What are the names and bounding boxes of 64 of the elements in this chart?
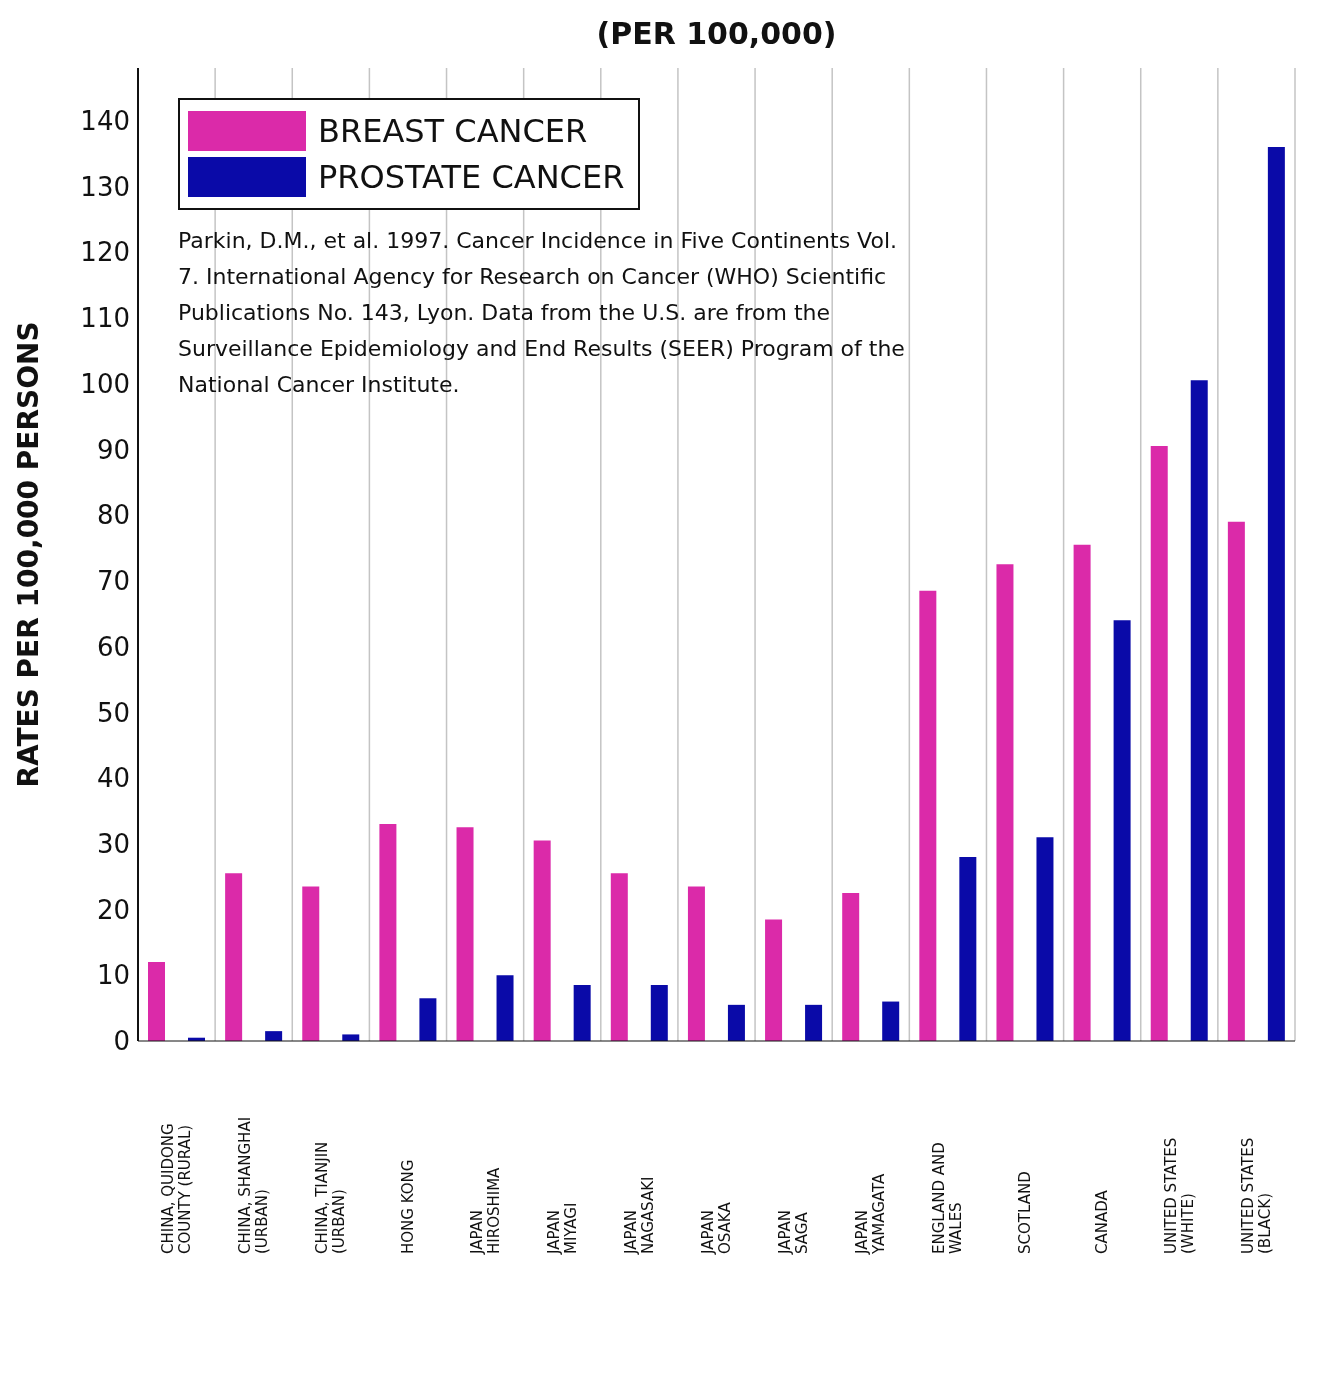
y-tick-label: 80	[96, 500, 130, 531]
x-tick-label: JAPAN SAGA	[776, 1210, 812, 1255]
y-tick-label: 110	[80, 303, 130, 334]
y-tick-label: 100	[80, 368, 130, 399]
y-tick-label: 20	[96, 894, 130, 925]
y-tick-label: 60	[96, 631, 130, 662]
bar	[225, 873, 243, 1041]
bar	[610, 873, 628, 1041]
y-tick-label: 0	[113, 1026, 130, 1057]
bar	[1150, 446, 1168, 1041]
x-tick-label: HONG KONG	[398, 1159, 417, 1254]
bar	[533, 840, 551, 1041]
bar	[1036, 837, 1054, 1041]
y-tick-label: 140	[80, 105, 130, 136]
y-tick-label: 130	[80, 171, 130, 202]
x-tick-label: SCOTLAND	[1016, 1171, 1035, 1254]
bar	[1073, 544, 1091, 1041]
bar	[805, 1004, 823, 1041]
bar	[1113, 620, 1131, 1041]
bar	[302, 886, 320, 1041]
x-tick-label: CHINA, SHANGHAI (URBAN)	[236, 1116, 272, 1254]
x-tick-label: CHINA, TIANJIN (URBAN)	[313, 1141, 349, 1254]
bar	[919, 590, 937, 1041]
bar	[496, 975, 514, 1041]
y-axis-title: RATES PER 100,000 PERSONS	[11, 321, 45, 788]
y-tick-label: 40	[96, 763, 130, 794]
y-tick-label: 120	[80, 237, 130, 268]
bar	[959, 856, 977, 1041]
x-tick-label: CANADA	[1093, 1189, 1112, 1254]
bar	[419, 998, 437, 1041]
x-tick-label: JAPAN NAGASAKI	[621, 1176, 657, 1255]
y-tick-label: 70	[96, 566, 130, 597]
bar	[342, 1034, 360, 1041]
bar	[882, 1001, 900, 1041]
x-tick-label: UNITED STATES (BLACK)	[1238, 1137, 1274, 1254]
x-tick-label: JAPAN HIROSHIMA	[467, 1166, 503, 1255]
bar	[687, 886, 705, 1041]
bar	[650, 985, 668, 1041]
annotation: Parkin, D.M., et al. 1997. Cancer Incidence in Five Continents Vol. 7. International Agency for Research on Cancer (WHO) Scientific Publications No. 143, Lyon. Data from the U.S. are from the Surveillance Epidemiology and End Results (SEER) Program of the National Cancer Institute.	[178, 227, 906, 399]
chart-title: (PER 100,000)	[595, 16, 838, 51]
legend-label: PROSTATE CANCER	[318, 158, 625, 196]
y-tick-label: 90	[96, 434, 130, 465]
x-tick-label: JAPAN OSAKA	[699, 1201, 734, 1255]
x-tick-label: ENGLAND AND WALES	[930, 1142, 966, 1254]
bar	[1190, 380, 1208, 1041]
legend-label: BREAST CANCER	[318, 112, 588, 150]
x-tick-label: CHINA, QUIDONG COUNTY (RURAL)	[159, 1123, 195, 1254]
y-tick-label: 50	[96, 697, 130, 728]
bar	[996, 564, 1014, 1041]
bar	[765, 919, 783, 1041]
bar	[379, 824, 397, 1041]
x-tick-label: JAPAN YAMAGATA	[853, 1173, 889, 1255]
bar	[573, 985, 591, 1041]
x-tick-label: UNITED STATES (WHITE)	[1161, 1137, 1197, 1254]
bar	[456, 827, 474, 1041]
bar	[1267, 146, 1285, 1041]
bar	[1227, 521, 1245, 1041]
bar	[265, 1031, 283, 1041]
y-tick-label: 30	[96, 829, 130, 859]
bar	[148, 962, 165, 1041]
bar	[727, 1004, 745, 1041]
y-tick-label: 10	[96, 960, 130, 991]
x-tick-label: JAPAN MIYAGI	[544, 1202, 580, 1255]
bar	[842, 893, 860, 1041]
